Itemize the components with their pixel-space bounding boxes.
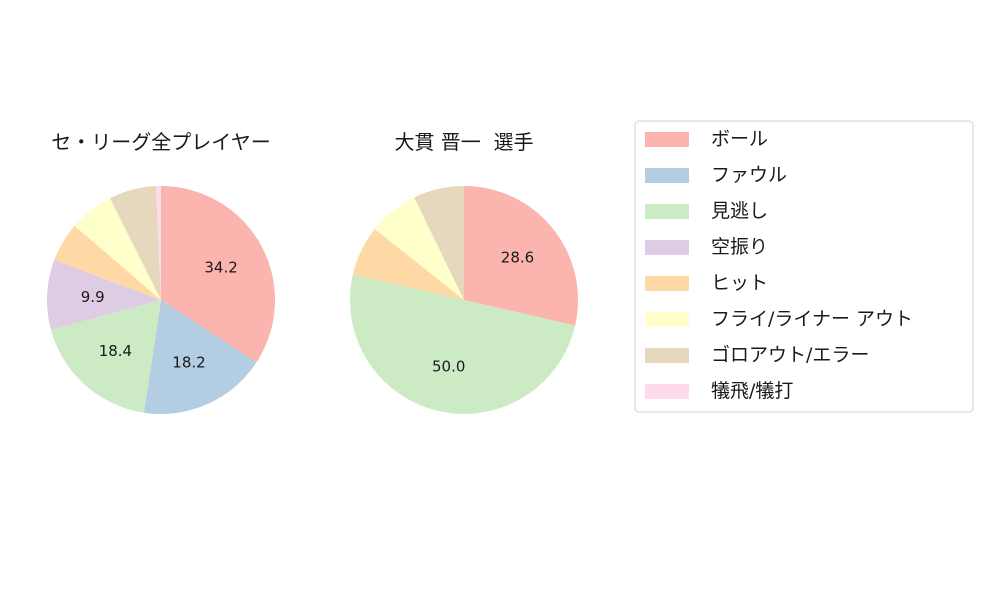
legend-frame	[634, 120, 974, 413]
legend-swatch-3	[645, 204, 689, 219]
pie-slice-player-7	[414, 186, 464, 300]
legend-label-4: 空振り	[711, 236, 768, 258]
pie-slice-league-5	[54, 225, 162, 300]
pie-label-league-1: 34.2	[204, 258, 237, 276]
pie-slice-league-7	[109, 186, 161, 300]
pie-slice-league-1	[161, 186, 276, 363]
pie-slice-league-3	[50, 300, 162, 413]
pie-label-league-4: 9.9	[81, 288, 105, 306]
pie-label-league-3: 18.4	[99, 342, 132, 360]
pie-slice-league-2	[143, 300, 257, 415]
legend-label-7: ゴロアウト/エラー	[711, 344, 869, 366]
legend-label-3: 見逃し	[711, 200, 768, 222]
pie-label-player-3: 50.0	[432, 358, 465, 376]
legend-swatch-2	[645, 168, 689, 183]
pie-chart-player: 大貫 晋一 選手 28.6 50.0	[350, 130, 579, 414]
chart-title-league: セ・リーグ全プレイヤー	[51, 130, 270, 154]
pie-slices-player	[350, 186, 579, 414]
legend-label-5: ヒット	[711, 272, 768, 294]
pie-slice-league-6	[74, 198, 161, 300]
pie-slices-league	[47, 186, 276, 415]
pie-labels-league: 34.2 18.2 18.4 9.9	[81, 258, 238, 371]
pie-slice-player-3	[350, 274, 576, 414]
legend-label-1: ボール	[711, 128, 768, 150]
legend-swatch-4	[645, 240, 689, 255]
pie-labels-player: 28.6 50.0	[432, 248, 534, 375]
legend-swatch-1	[645, 132, 689, 147]
pie-label-player-1: 28.6	[501, 248, 534, 266]
legend-label-2: ファウル	[711, 164, 787, 186]
legend-swatch-8	[645, 384, 689, 399]
pie-slice-league-8	[155, 186, 161, 300]
legend-swatch-6	[645, 312, 689, 327]
legend-label-6: フライ/ライナー アウト	[711, 308, 913, 330]
legend-label-8: 犠飛/犠打	[711, 380, 793, 402]
pie-slice-player-1	[464, 186, 579, 326]
chart-title-player: 大貫 晋一 選手	[394, 130, 533, 154]
pie-slice-league-4	[47, 260, 161, 330]
pie-label-league-2: 18.2	[172, 353, 205, 371]
pie-chart-league: セ・リーグ全プレイヤー 34.2 18.2 18.4 9.9	[47, 130, 276, 415]
legend-swatch-7	[645, 348, 689, 363]
legend-swatch-5	[645, 276, 689, 291]
pie-slice-player-5	[352, 229, 464, 300]
pie-slice-player-6	[374, 197, 464, 300]
